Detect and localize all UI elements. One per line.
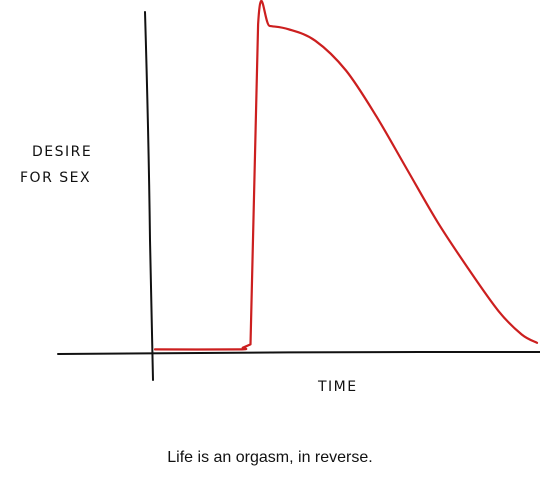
x-axis [57, 350, 540, 355]
x-axis-label: TIME [317, 379, 358, 395]
chart: DESIRE FOR SEX TIME [20, 0, 540, 395]
series-points [154, 23, 538, 350]
series-line [153, 0, 539, 351]
y-axis-label-line-1: DESIRE [32, 144, 92, 160]
y-axis [144, 11, 154, 381]
y-axis-label-line-2: FOR SEX [20, 170, 91, 186]
chart-svg: DESIRE FOR SEX TIME [20, 0, 540, 395]
caption: Life is an orgasm, in reverse. [167, 449, 373, 466]
